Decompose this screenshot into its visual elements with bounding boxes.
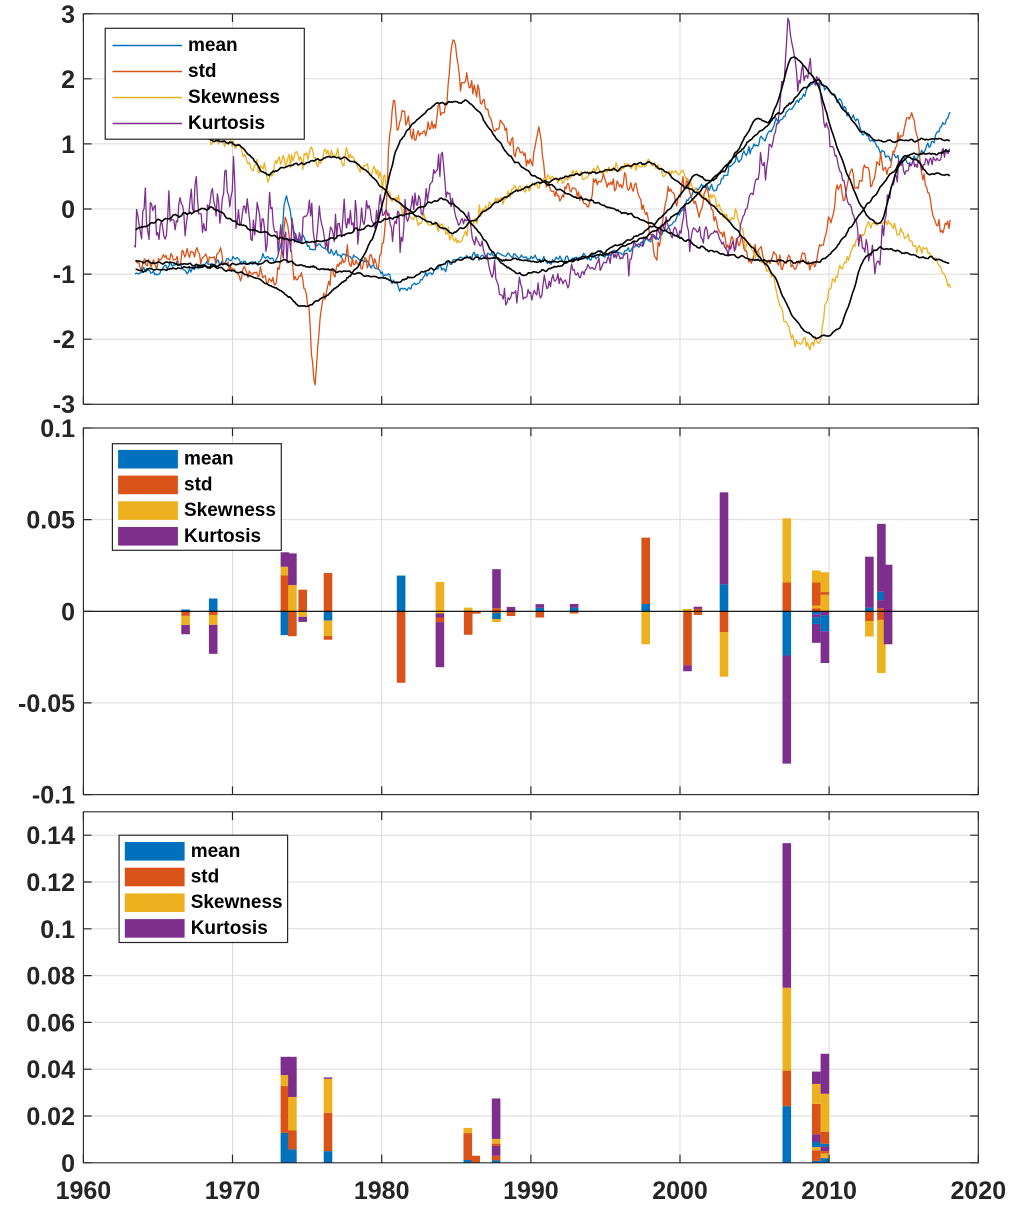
svg-text:Skewness: Skewness [184, 500, 276, 521]
svg-text:0.12: 0.12 [26, 869, 75, 897]
svg-text:0.06: 0.06 [26, 1009, 75, 1037]
svg-text:1970: 1970 [205, 1177, 261, 1205]
svg-text:0.08: 0.08 [26, 963, 75, 991]
svg-text:Skewness: Skewness [188, 87, 280, 108]
svg-text:2: 2 [61, 66, 75, 94]
svg-text:0.02: 0.02 [26, 1103, 75, 1131]
svg-text:Kurtosis: Kurtosis [184, 526, 261, 547]
svg-text:-2: -2 [53, 326, 75, 354]
svg-text:-3: -3 [53, 391, 75, 419]
svg-text:Kurtosis: Kurtosis [188, 113, 265, 134]
svg-text:Kurtosis: Kurtosis [191, 918, 268, 939]
svg-text:1: 1 [61, 131, 75, 159]
svg-text:2020: 2020 [950, 1177, 1006, 1205]
svg-text:2010: 2010 [801, 1177, 857, 1205]
svg-text:0: 0 [61, 196, 75, 224]
svg-text:2000: 2000 [652, 1177, 708, 1205]
svg-text:mean: mean [191, 841, 241, 862]
svg-text:0.04: 0.04 [26, 1056, 75, 1084]
svg-text:-1: -1 [53, 261, 75, 289]
svg-text:0.1: 0.1 [40, 415, 75, 443]
svg-text:-0.1: -0.1 [32, 782, 75, 810]
svg-text:mean: mean [188, 35, 238, 56]
svg-text:3: 3 [61, 1, 75, 29]
svg-text:0.14: 0.14 [26, 822, 75, 850]
svg-text:1960: 1960 [56, 1177, 112, 1205]
svg-text:0: 0 [61, 1150, 75, 1178]
svg-text:-0.05: -0.05 [18, 690, 75, 718]
svg-text:1980: 1980 [354, 1177, 410, 1205]
svg-text:1990: 1990 [503, 1177, 559, 1205]
svg-text:0.1: 0.1 [40, 916, 75, 944]
svg-text:0: 0 [61, 598, 75, 626]
svg-text:0.05: 0.05 [26, 507, 75, 535]
svg-text:std: std [184, 474, 213, 495]
svg-text:Skewness: Skewness [191, 892, 283, 913]
svg-text:std: std [191, 867, 220, 888]
svg-text:mean: mean [184, 449, 234, 470]
svg-text:std: std [188, 61, 217, 82]
